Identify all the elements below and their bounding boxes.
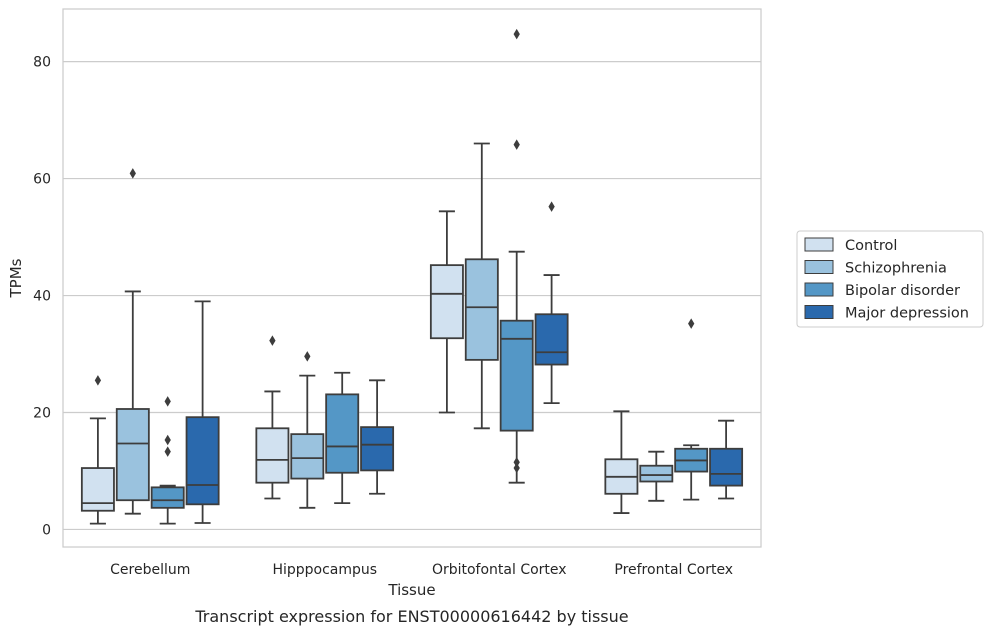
box-group [429,210,464,414]
box-group [499,28,534,484]
box-iqr [464,258,499,361]
outlier-point [688,318,695,329]
legend-label: Major depression [845,306,969,322]
legend-swatch [804,260,834,274]
box-group [325,371,360,505]
y-tick-label: 80 [33,55,51,71]
outlier-point [269,335,276,346]
legend-frame [796,230,984,328]
outlier-point [94,375,102,386]
legend-swatch [804,305,834,319]
box-group [150,396,185,525]
outlier-point [129,168,136,179]
y-tick-label: 20 [33,406,51,422]
chart-caption: Transcript expression for ENST0000061644… [194,607,628,626]
outlier-point [513,28,520,40]
legend-label: Control [845,238,897,254]
grid-lines [63,61,761,531]
x-tick-label: Orbitofontal Cortex [432,562,567,578]
box-iqr [150,486,185,509]
x-axis-ticks: Cerebellum Hipppocampus Orbitofontal Corte… [110,562,733,578]
box-group [709,419,744,500]
legend-swatch [804,282,834,297]
box-plots [80,28,744,525]
box-iqr [499,319,534,432]
outlier-point [304,351,311,362]
box-group [534,201,569,405]
box-iqr [115,408,150,502]
outlier-point [164,446,171,457]
box-iqr [255,427,290,484]
box-iqr [80,467,115,512]
outlier-point [548,201,555,212]
box-group [464,142,499,430]
legend-label: Schizophrenia [845,261,947,277]
box-group [185,300,220,524]
legend-label: Bipolar disorder [845,283,960,299]
box-group [604,410,639,514]
box-group [639,450,674,502]
y-tick-label: 60 [33,172,51,188]
y-tick-label: 0 [42,522,51,538]
box-iqr [709,447,744,487]
box-group [255,335,290,500]
outlier-point [513,139,520,150]
outlier-point [164,396,171,407]
box-iqr [429,264,464,340]
plot-area-frame [62,8,762,548]
y-axis-title: TPMs [7,258,25,298]
box-iqr [639,464,674,483]
y-axis-ticks: 0 20 40 60 80 [33,55,51,539]
x-tick-label: Cerebellum [110,562,190,578]
box-iqr [185,416,220,506]
outlier-point [164,434,171,446]
legend-swatch [804,237,834,252]
box-iqr [534,313,569,366]
y-tick-label: 40 [33,289,51,305]
outlier-point [513,462,520,474]
legend: Control Schizophrenia Bipolar disorder Majo… [796,230,984,328]
box-iqr [360,426,395,472]
box-iqr [290,433,325,480]
box-group [115,168,150,515]
x-axis-title: Tissue [387,581,435,599]
x-tick-label: Prefrontal Cortex [614,562,733,578]
outlier-point [513,456,520,468]
box-group [80,375,115,525]
box-group [360,379,395,495]
x-tick-label: Hipppocampus [272,562,377,578]
box-group [674,318,709,501]
box-iqr [325,393,360,474]
box-group [290,351,325,509]
